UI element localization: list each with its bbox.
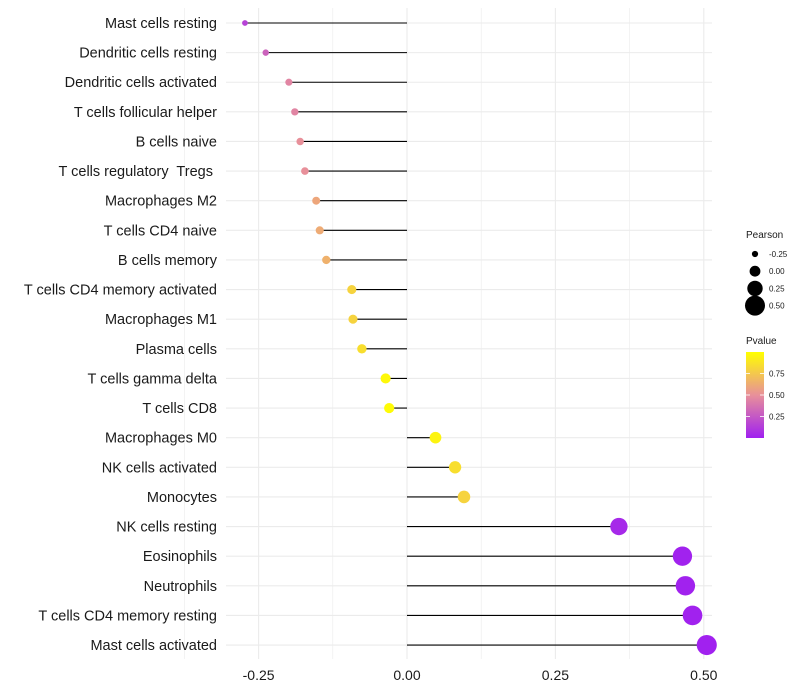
pvalue-legend-label: 0.75 xyxy=(769,370,785,379)
y-axis-label: Mast cells activated xyxy=(90,638,217,654)
lollipop-point xyxy=(296,137,304,146)
lollipop-point xyxy=(291,108,299,116)
lollipop-point xyxy=(322,255,331,265)
y-axis-label: T cells CD4 memory resting xyxy=(38,608,217,624)
lollipop-point xyxy=(672,546,693,566)
pearson-legend-title: Pearson xyxy=(746,230,783,241)
y-axis-label: Monocytes xyxy=(147,490,217,506)
y-axis-label: B cells naive xyxy=(136,134,217,150)
lollipop-point xyxy=(242,20,248,26)
y-axis-label: T cells CD4 memory activated xyxy=(24,283,217,299)
lollipop-point xyxy=(315,226,324,235)
lollipop-point xyxy=(610,517,628,536)
lollipop-stems xyxy=(244,22,707,646)
y-axis-labels: Mast cells resting Dendritic cells restin… xyxy=(24,16,218,654)
lollipop-point xyxy=(457,490,471,504)
lollipop-point xyxy=(675,576,696,596)
x-tick-label: -0.25 xyxy=(243,667,275,683)
pvalue-legend-title: Pvalue xyxy=(746,336,777,347)
y-axis-label: Macrophages M0 xyxy=(105,431,217,447)
y-axis-label: T cells CD8 xyxy=(142,401,217,417)
lollipop-points xyxy=(242,20,717,656)
lollipop-point xyxy=(682,605,703,626)
x-tick-label: 0.00 xyxy=(393,667,420,683)
pearson-legend-key xyxy=(747,280,763,297)
pearson-legend-label: 0.50 xyxy=(769,302,785,311)
y-axis-label: Mast cells resting xyxy=(105,16,217,32)
x-axis-ticks: -0.25 0.00 0.25 0.50 xyxy=(243,667,718,683)
y-axis-label: NK cells activated xyxy=(102,460,217,476)
y-axis-label: T cells gamma delta xyxy=(88,371,218,387)
lollipop-point xyxy=(262,49,269,56)
pearson-legend-key xyxy=(751,250,759,258)
lollipop-point xyxy=(429,431,442,444)
pvalue-legend-label: 0.25 xyxy=(769,413,785,422)
lollipop-point xyxy=(384,402,395,414)
x-tick-label: 0.25 xyxy=(542,667,569,683)
lollipop-point xyxy=(312,196,321,205)
y-axis-label: T cells follicular helper xyxy=(74,105,217,121)
lollipop-point xyxy=(380,373,391,384)
lollipop-point xyxy=(348,314,358,324)
pvalue-legend: Pvalue 0.75 0.50 0.25 xyxy=(746,336,785,438)
lollipop-point xyxy=(357,344,367,354)
pvalue-colorbar xyxy=(746,352,764,438)
y-axis-label: T cells CD4 naive xyxy=(104,223,217,239)
pearson-legend-label: 0.00 xyxy=(769,267,785,276)
y-axis-label: Dendritic cells resting xyxy=(79,46,217,62)
x-tick-label: 0.50 xyxy=(690,667,717,683)
y-axis-label: NK cells resting xyxy=(116,520,217,536)
lollipop-point xyxy=(448,461,462,474)
pearson-legend: Pearson -0.25 0.00 0.25 0.50 xyxy=(745,230,788,316)
y-axis-label: Plasma cells xyxy=(136,342,217,358)
y-axis-label: B cells memory xyxy=(118,253,218,269)
y-axis-label: Dendritic cells activated xyxy=(65,75,217,91)
y-axis-label: Macrophages M1 xyxy=(105,312,217,328)
pearson-legend-key xyxy=(745,295,765,316)
pearson-legend-label: -0.25 xyxy=(769,250,788,259)
pearson-legend-label: 0.25 xyxy=(769,284,785,293)
lollipop-point xyxy=(696,634,717,656)
lollipop-point xyxy=(285,78,293,86)
pvalue-legend-label: 0.50 xyxy=(769,391,785,400)
y-axis-label: Eosinophils xyxy=(143,549,217,565)
lollipop-point xyxy=(301,167,309,175)
y-axis-label: T cells regulatory Tregs xyxy=(59,164,218,180)
y-axis-label: Neutrophils xyxy=(144,579,217,595)
y-axis-label: Macrophages M2 xyxy=(105,194,217,210)
pearson-legend-key xyxy=(749,265,761,277)
lollipop-point xyxy=(347,285,357,295)
